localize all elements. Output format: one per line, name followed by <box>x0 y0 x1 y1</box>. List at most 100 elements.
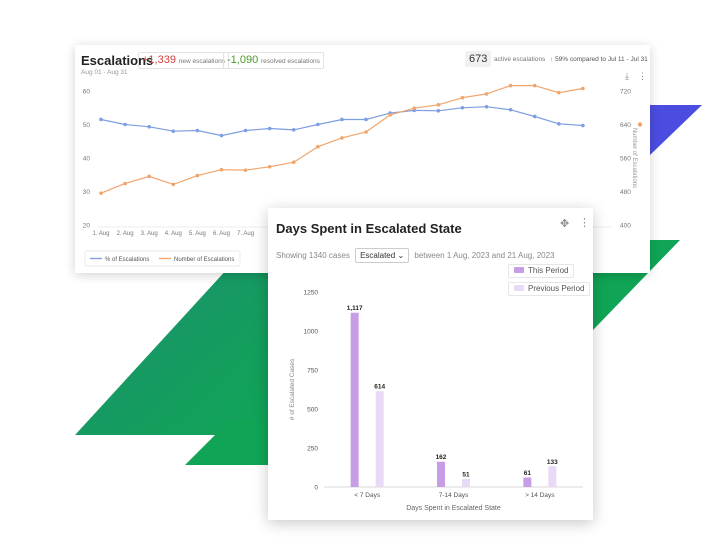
resolved-escalations-count: -1,090 <box>227 54 259 66</box>
bar <box>462 479 470 487</box>
data-point <box>123 181 127 186</box>
bar-data-label: 1,117 <box>347 305 363 312</box>
data-point <box>291 128 296 132</box>
download-icon[interactable]: ⤓ <box>625 71 629 81</box>
right-axis-marker-point <box>637 122 643 127</box>
bar-data-label: 61 <box>524 470 532 477</box>
line-chart-legend: % of Escalations Number of Escalations <box>84 250 241 267</box>
data-point <box>532 114 537 119</box>
bar <box>350 312 359 487</box>
bar <box>437 461 445 487</box>
data-point <box>532 83 537 88</box>
arrow-up-icon: ↑ <box>550 56 554 63</box>
x-tick-label: 7. Aug <box>237 231 254 237</box>
y-axis-label: # of Escalated Cases <box>289 358 296 420</box>
data-point <box>147 174 151 179</box>
data-point <box>557 122 561 126</box>
data-point <box>171 182 176 187</box>
bar-data-label: 51 <box>462 472 470 479</box>
data-point <box>291 160 296 164</box>
data-point <box>508 107 513 112</box>
new-escalations-pill: +1,339 new escalations <box>138 52 229 69</box>
data-point <box>316 144 320 149</box>
bar <box>523 477 532 487</box>
y-right-axis-label: Number of Escalations <box>631 128 637 188</box>
data-point <box>267 126 272 131</box>
days-card-title: Days Spent in Escalated State <box>276 221 462 236</box>
x-tick-label: 7-14 Days <box>439 492 469 499</box>
y-right-tick-label: 720 <box>620 89 631 96</box>
resolved-escalations-label: resolved escalations <box>260 58 320 65</box>
bar <box>375 391 384 487</box>
new-escalations-label: new escalations <box>178 58 225 65</box>
y-left-tick-label: 60 <box>83 89 91 96</box>
x-axis-label: Days Spent in Escalated State <box>406 505 501 512</box>
data-point <box>195 173 200 178</box>
y-left-tick-label: 50 <box>83 122 91 129</box>
days-spent-card: Days Spent in Escalated State ✥ ⋮ Showin… <box>268 208 593 520</box>
y-left-tick-label: 40 <box>83 156 91 163</box>
y-tick-label: 1250 <box>304 290 319 297</box>
status-filter-select[interactable]: Escalated ⌄ <box>355 248 410 263</box>
more-icon[interactable]: ⋮ <box>579 217 590 229</box>
legend-this-period[interactable]: This Period <box>508 264 575 278</box>
data-point <box>364 117 368 122</box>
y-right-tick-label: 560 <box>620 156 631 163</box>
deco-green-shape-right <box>185 420 268 465</box>
data-point <box>340 136 344 140</box>
x-tick-label: 4. Aug <box>165 231 182 237</box>
comparison-value: 59% compared to Jul 11 - Jul 31 <box>555 56 648 63</box>
x-tick-label: 3. Aug <box>141 231 158 237</box>
legend-previous-period[interactable]: Previous Period <box>508 282 591 296</box>
x-tick-label: 1. Aug <box>92 231 109 237</box>
active-escalations-count: 673 <box>465 51 492 67</box>
data-point <box>147 125 151 129</box>
x-tick-label: < 7 Days <box>354 492 381 499</box>
bar-data-label: 614 <box>374 384 385 391</box>
resolved-escalations-pill: -1,090 resolved escalations <box>223 52 324 69</box>
legend-label-number: Number of Escalations <box>174 257 234 263</box>
date-between-text: between 1 Aug, 2023 and 21 Aug, 2023 <box>414 251 555 260</box>
data-point <box>388 113 392 117</box>
y-right-tick-label: 400 <box>620 223 631 230</box>
escalations-title: Escalations <box>81 53 154 68</box>
legend-swatch-previous <box>514 285 524 291</box>
bar <box>548 466 557 487</box>
data-point <box>484 104 489 109</box>
data-point <box>460 95 465 100</box>
data-point <box>581 123 585 128</box>
data-point <box>436 108 441 113</box>
y-tick-label: 0 <box>314 485 318 492</box>
x-tick-label: 6. Aug <box>213 231 230 237</box>
data-point <box>412 106 417 110</box>
legend-swatch-this <box>514 267 524 273</box>
data-point <box>267 164 272 169</box>
bar-data-label: 133 <box>547 459 558 466</box>
data-point <box>219 167 224 172</box>
comparison-text: ↑ 59% compared to Jul 11 - Jul 31 <box>550 56 648 63</box>
x-tick-label: 2. Aug <box>117 231 134 237</box>
data-point <box>99 117 103 122</box>
legend-label-percent: % of Escalations <box>105 257 149 263</box>
y-tick-label: 250 <box>307 446 318 453</box>
x-tick-label: 5. Aug <box>189 231 206 237</box>
days-bar-chart: 0 250 500 750 1000 1250 # of Escalated Cases Da… <box>289 290 583 512</box>
chevron-down-icon: ⌄ <box>397 251 405 260</box>
y-left-tick-label: 30 <box>83 189 91 196</box>
legend-this-label: This Period <box>528 266 569 275</box>
data-point <box>316 122 320 127</box>
filter-row: Showing 1340 cases Escalated ⌄ between 1… <box>276 248 555 263</box>
showing-cases-text: Showing 1340 cases <box>276 251 350 260</box>
legend-previous-label: Previous Period <box>528 284 585 293</box>
move-icon[interactable]: ✥ <box>560 218 570 230</box>
new-escalations-count: +1,339 <box>142 54 176 66</box>
status-filter-value: Escalated <box>360 251 396 260</box>
active-escalations-label: active escalations <box>494 56 546 63</box>
deco-green-shape-left <box>75 255 275 435</box>
data-point <box>581 86 585 91</box>
escalations-line-chart: 20 30 40 50 60 400 480 560 640 720 Number of Escal… <box>83 83 643 267</box>
more-icon[interactable]: ⋮ <box>638 71 647 81</box>
escalations-card: Escalations +1,339 new escalations -1,09… <box>75 45 650 273</box>
y-right-tick-label: 640 <box>620 122 631 129</box>
y-tick-label: 500 <box>307 407 318 414</box>
